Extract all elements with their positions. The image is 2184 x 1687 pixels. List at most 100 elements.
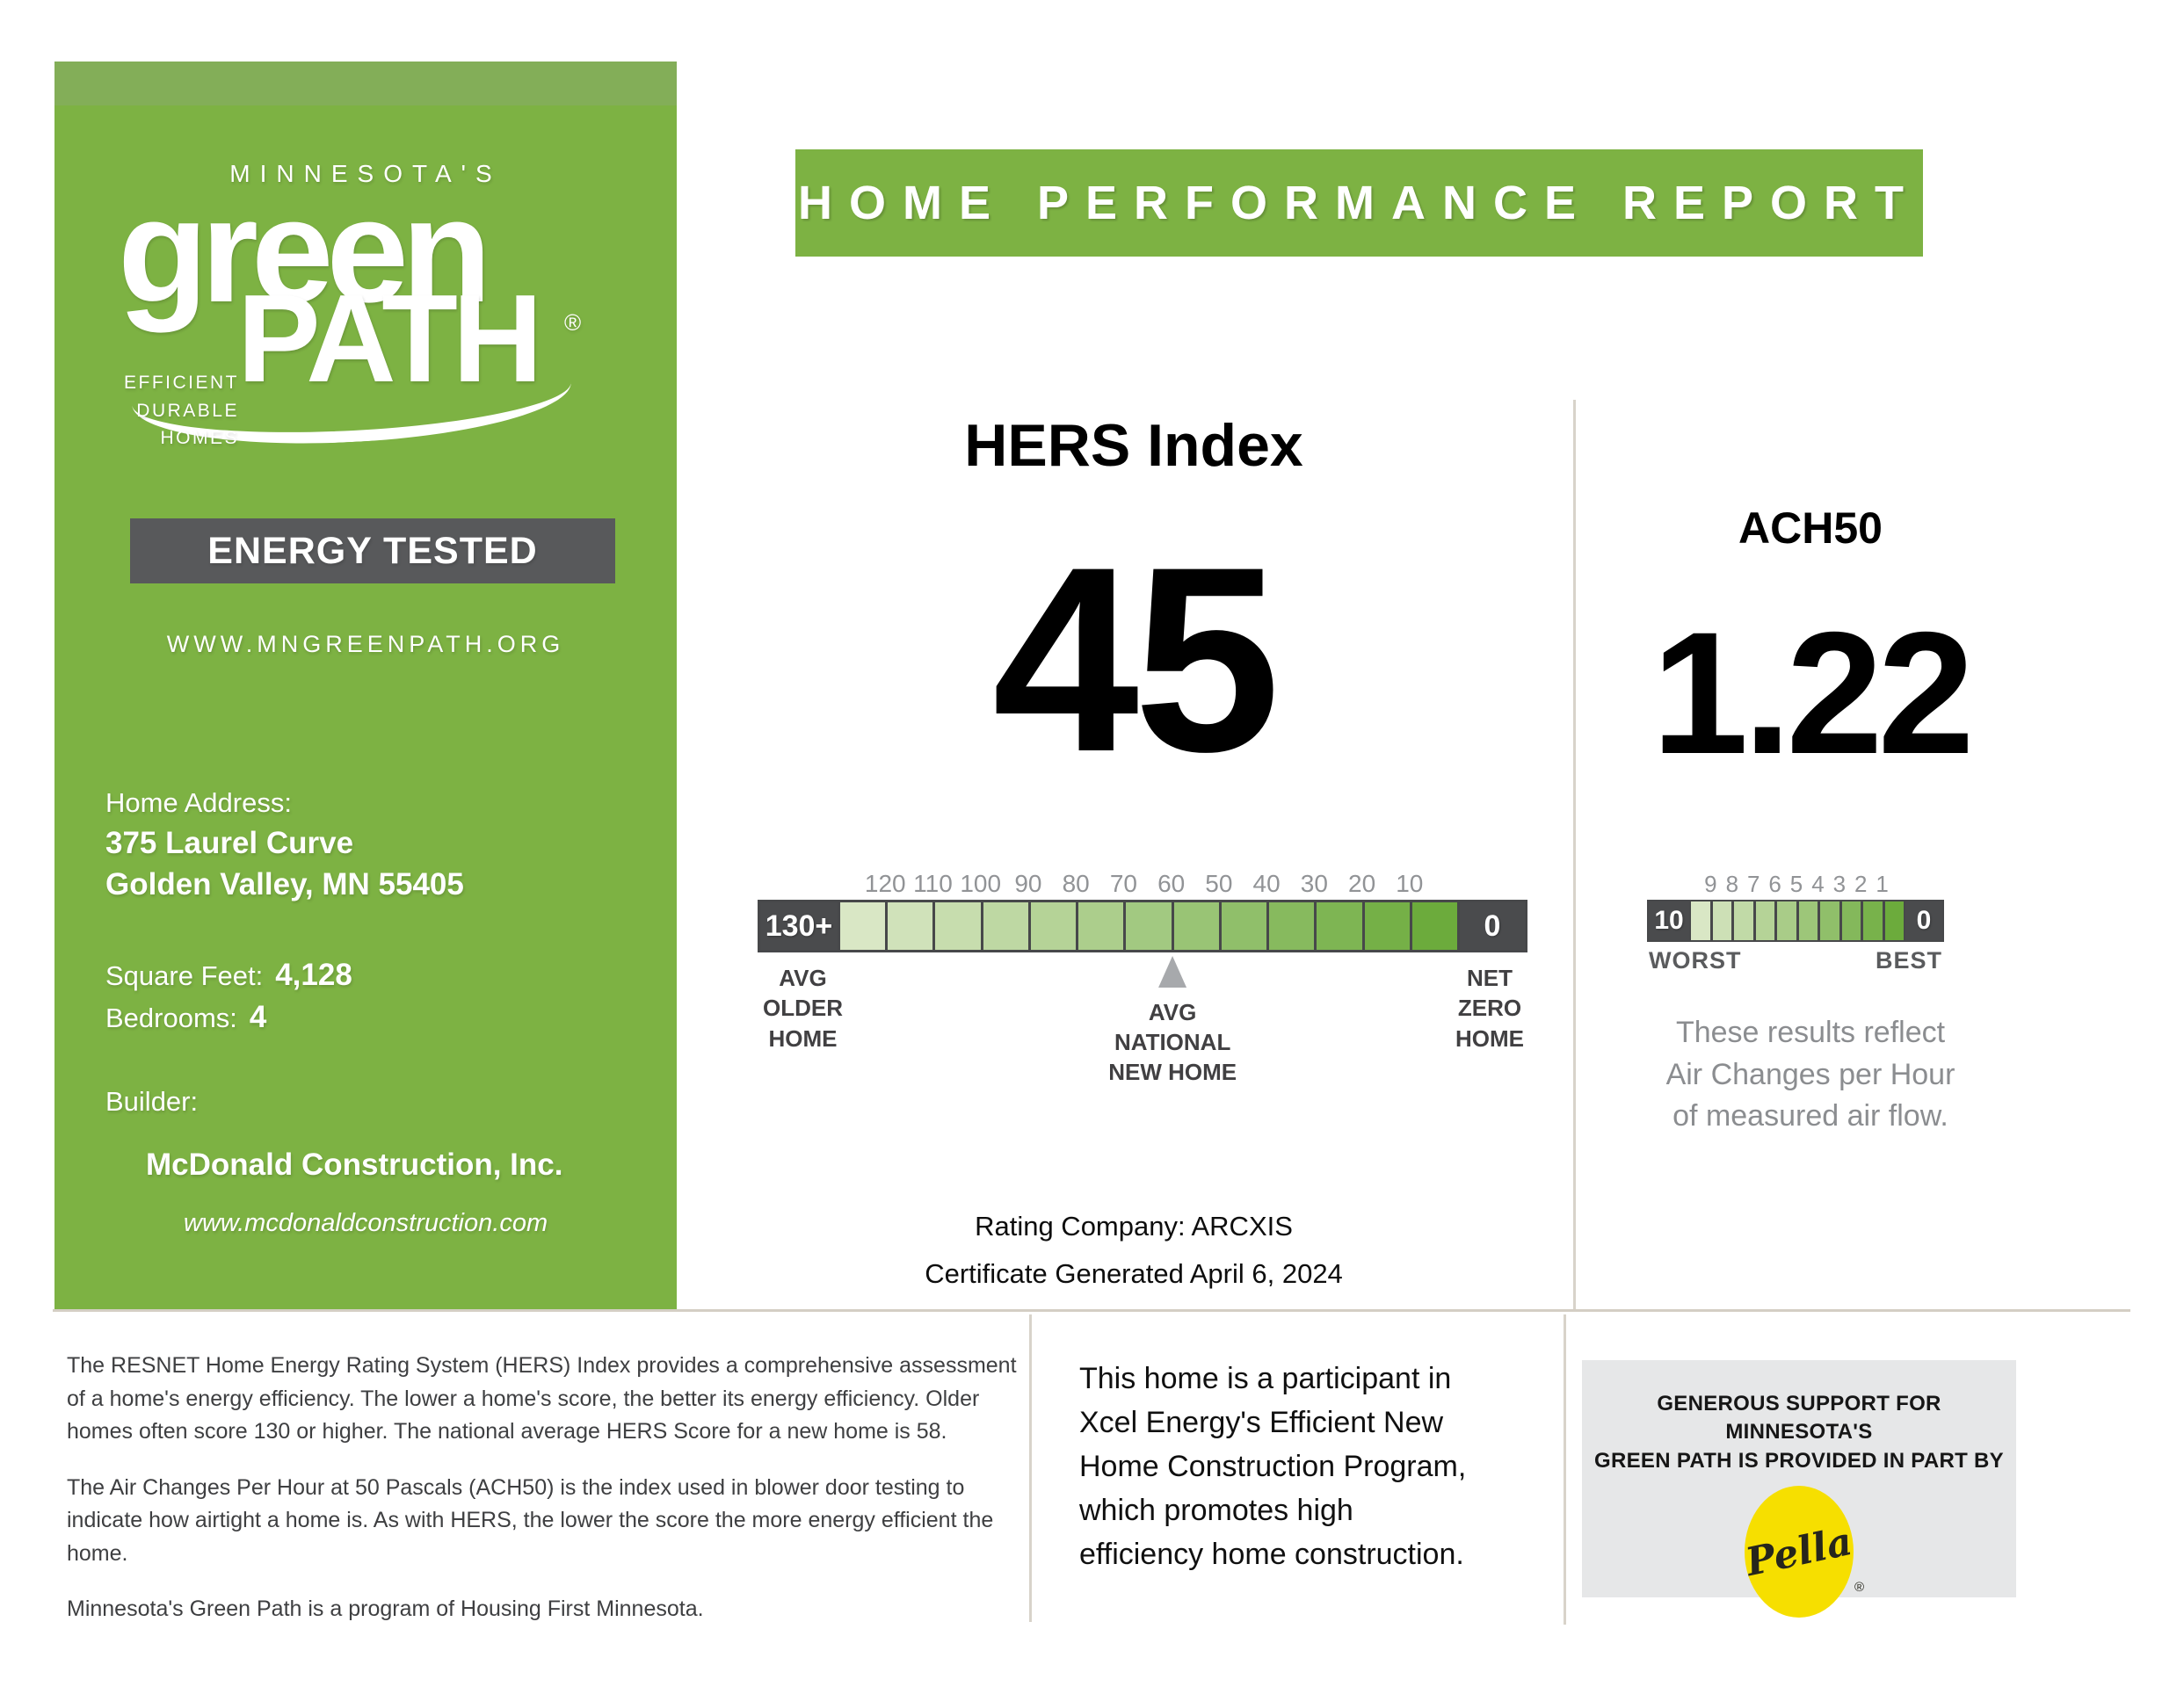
hers-tick-label: 100: [960, 870, 1002, 897]
bedrooms-label: Bedrooms:: [105, 1003, 237, 1033]
hers-scale-cell: [1126, 902, 1172, 950]
column-divider: [1573, 400, 1576, 1310]
square-feet-value: 4,128: [275, 958, 352, 992]
tagline-line: HOMES: [160, 428, 239, 448]
hers-scale-cell: [1221, 902, 1267, 950]
ach-scale-cell: [1712, 901, 1731, 940]
ach-scale-cell: [1734, 901, 1753, 940]
hers-scale-cell: [1269, 902, 1315, 950]
builder-name: McDonald Construction, Inc.: [146, 1148, 563, 1182]
tick-slot: 50: [1174, 868, 1232, 900]
tick-slot: 80: [1031, 868, 1090, 900]
tick-slot: 70: [1078, 868, 1137, 900]
report-title: HOME PERFORMANCE REPORT: [797, 177, 1921, 229]
hers-tick-label: 30: [1300, 870, 1328, 897]
hers-scale-left-endbox: 130+: [760, 902, 838, 950]
pella-logo: Pella ®: [1742, 1486, 1864, 1618]
worst-label: WORST: [1649, 947, 1742, 974]
hers-tick-label: 10: [1396, 870, 1424, 897]
hers-scale-cell: [1411, 902, 1458, 950]
tick-slot: [1412, 868, 1457, 900]
ach-tick-label: 5: [1789, 871, 1803, 897]
ach-tick-label: 2: [1854, 871, 1868, 897]
ach-scale-cell: [1863, 901, 1883, 940]
tick-spacer: [760, 868, 838, 900]
square-feet-row: Square Feet: 4,128: [105, 958, 352, 993]
brand-minnesotas: MINNESOTA'S: [229, 160, 502, 187]
tick-slot: 9: [1691, 871, 1716, 900]
sponsor-panel: GENEROUS SUPPORT FOR MINNESOTA'S GREEN P…: [1582, 1360, 2016, 1618]
ach-scale-cell: [1798, 901, 1818, 940]
bedrooms-value: 4: [249, 1000, 267, 1034]
ach-scale-bar: 10 0: [1647, 900, 1944, 942]
tick-slot: 20: [1317, 868, 1375, 900]
hers-tick-label: 110: [913, 870, 953, 897]
tick-spacer: [1649, 872, 1689, 900]
tick-slot: 30: [1269, 868, 1328, 900]
hers-scale-cells: [840, 902, 1458, 950]
pella-wordmark: Pella: [1742, 1518, 1856, 1585]
hers-scale-cell: [983, 902, 1028, 950]
xcel-participation-text: This home is a participant in Xcel Energ…: [1079, 1362, 1467, 1571]
sponsor-heading: GENEROUS SUPPORT FOR MINNESOTA'S GREEN P…: [1594, 1392, 2004, 1473]
tick-slot: 10: [1365, 868, 1423, 900]
energy-tested-badge: ENERGY TESTED: [130, 518, 615, 583]
hers-tick-label: 50: [1205, 870, 1233, 897]
hers-tick-label: 80: [1062, 870, 1090, 897]
ach-scale-cell: [1884, 901, 1904, 940]
hers-tick-label: 70: [1109, 870, 1137, 897]
hers-tick-label: 120: [864, 870, 906, 897]
hers-scale-right-endbox: 0: [1460, 902, 1525, 950]
horizontal-rule: [53, 1309, 2130, 1312]
hers-scale-cell: [1173, 902, 1219, 950]
green-path-sidebar: MINNESOTA'S green PATH ® EFFICIENT DURAB…: [54, 62, 677, 1309]
hers-scale-cell: [888, 902, 933, 950]
hers-tick-label: 60: [1157, 870, 1186, 897]
ach-explanation-paragraph: The Air Changes Per Hour at 50 Pascals (…: [67, 1474, 994, 1566]
greenpath-website-text: WWW.MNGREENPATH.ORG: [166, 631, 565, 657]
tagline-line: DURABLE: [136, 400, 239, 421]
hers-scale-cell: [1364, 902, 1410, 950]
ach-tick-label: 4: [1811, 871, 1825, 897]
tick-slot: 40: [1222, 868, 1281, 900]
bedrooms-row: Bedrooms: 4: [105, 1000, 266, 1035]
home-address-label: Home Address:: [105, 787, 292, 818]
registered-mark-icon: ®: [1854, 1580, 1864, 1596]
logo-tagline: EFFICIENT DURABLE HOMES: [107, 369, 239, 453]
ach-scale-cell: [1755, 901, 1774, 940]
rating-company-text: Rating Company: ARCXIS: [975, 1211, 1293, 1242]
ach50-title: ACH50: [1738, 503, 1883, 553]
ach-tick-label: 1: [1876, 871, 1889, 897]
sidebar-top-strip: [54, 62, 677, 105]
tick-slot: 6: [1755, 871, 1781, 900]
tick-slot: 1: [1862, 871, 1888, 900]
ach-scale-cell: [1820, 901, 1839, 940]
tick-slot: 3: [1819, 871, 1846, 900]
footer-divider-left: [1029, 1314, 1032, 1622]
ach-tick-label: 9: [1704, 871, 1717, 897]
hers-tick-label: 90: [1014, 870, 1042, 897]
hers-scale-cell: [1078, 902, 1124, 950]
hers-tick-labels: 120 110 100 90 80 70 60 50 40 30 20 10: [840, 868, 1457, 900]
avg-national-new-home-marker: AVG NATIONAL NEW HOME: [1108, 956, 1237, 1087]
ach-tick-label: 8: [1725, 871, 1739, 897]
tick-spacer: [1460, 868, 1525, 900]
tick-slot: 8: [1712, 871, 1738, 900]
hers-scale-bar: 130+ 0: [758, 900, 1527, 952]
program-note-paragraph: Minnesota's Green Path is a program of H…: [67, 1596, 704, 1621]
ach-scale-left-endbox: 10: [1649, 901, 1689, 940]
tick-slot: 7: [1734, 871, 1760, 900]
report-title-banner: HOME PERFORMANCE REPORT: [795, 149, 1923, 257]
green-path-logo-word-green: green: [118, 168, 491, 333]
builder-label: Builder:: [105, 1086, 199, 1117]
ach-tick-label: 3: [1832, 871, 1847, 897]
footer-explanatory-text: The RESNET Home Energy Rating System (HE…: [67, 1350, 1034, 1649]
home-address-street: 375 Laurel Curve: [105, 826, 354, 860]
hers-scale-cell: [1317, 902, 1362, 950]
green-path-logo-word-path: PATH: [237, 269, 542, 409]
tick-slot: [1884, 872, 1904, 900]
tick-slot: 100: [935, 868, 1001, 900]
avg-older-home-label: AVG OLDER HOME: [763, 965, 843, 1052]
